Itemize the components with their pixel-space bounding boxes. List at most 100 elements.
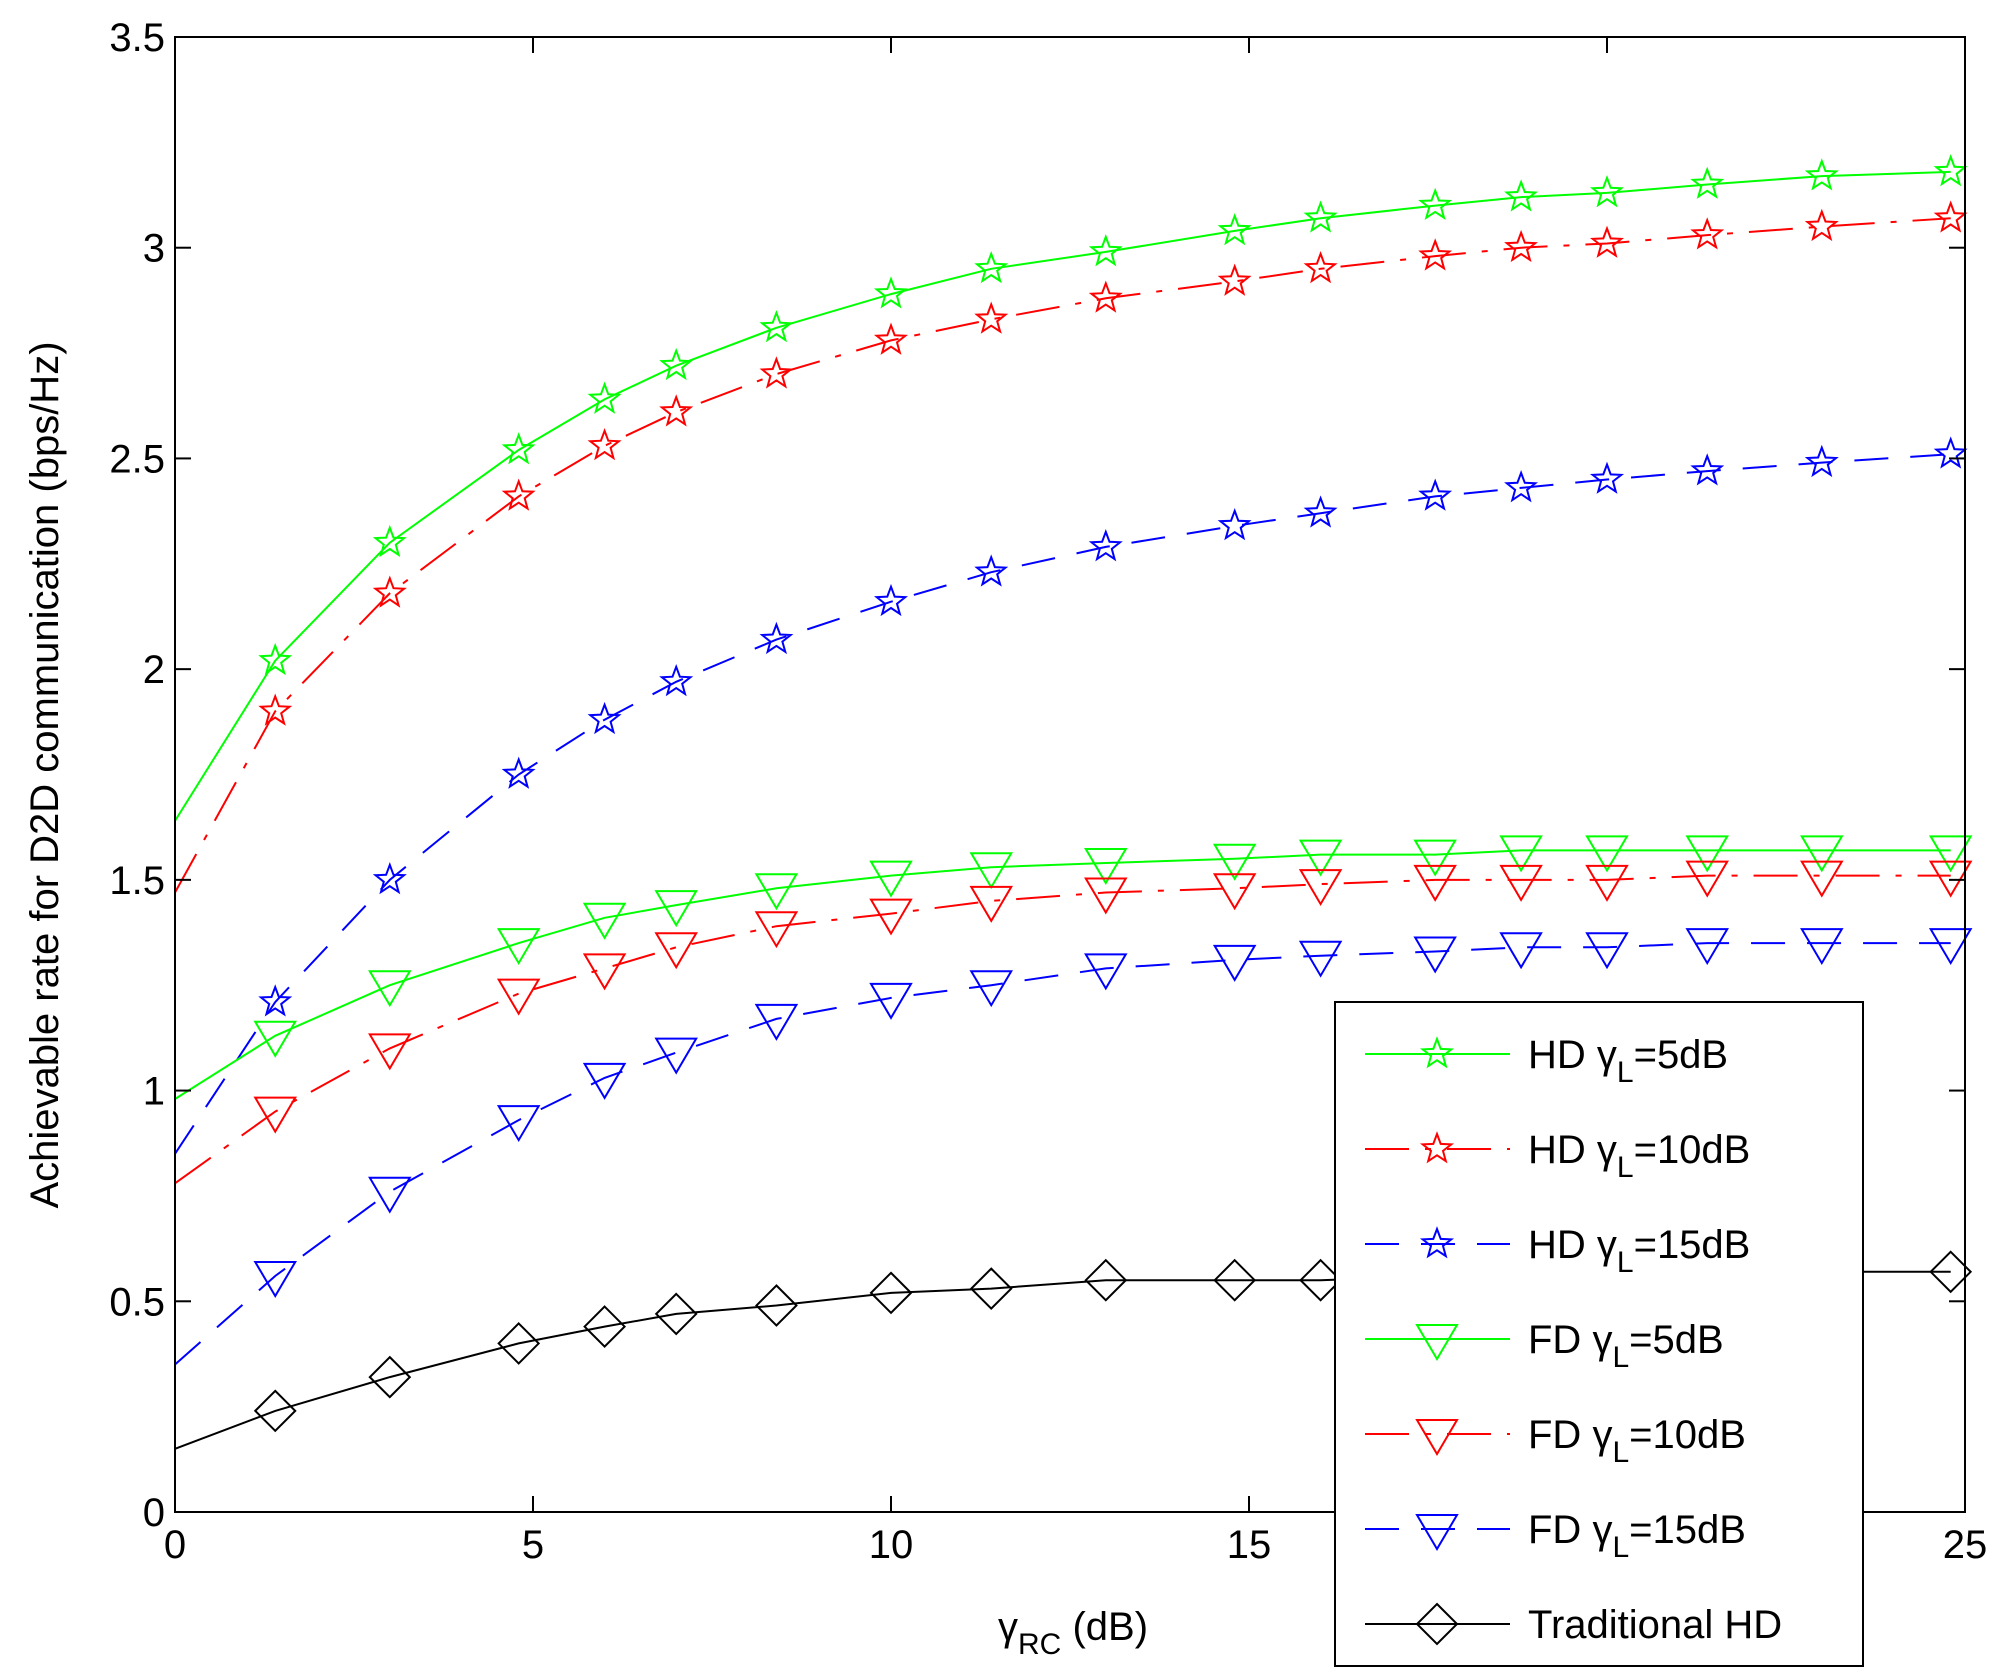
series-4-point: [582, 902, 627, 940]
series-5-point: [1685, 860, 1729, 898]
series-3-point: [974, 554, 1009, 587]
series-1-point: [1303, 200, 1338, 233]
series-1-point: [258, 642, 293, 676]
series-6-point: [253, 1261, 297, 1298]
series-1-point: [1589, 175, 1625, 208]
series-2-point: [1504, 229, 1538, 263]
legend-item: HD γL=5dB: [1365, 1033, 1728, 1089]
series-2-point: [1933, 200, 1968, 233]
series-5: [174, 860, 1973, 1185]
series-4-point: [1413, 839, 1457, 877]
y-tick-label: 0.5: [109, 1280, 165, 1324]
series-5-point: [754, 911, 799, 949]
series-5-point: [1298, 869, 1343, 907]
x-axis-title-unit: (dB): [1061, 1605, 1148, 1649]
series-3-point: [1589, 461, 1625, 494]
y-tick-label: 3.5: [109, 16, 165, 60]
series-1-line: [174, 170, 1951, 822]
series-4-point: [496, 928, 541, 966]
series-4-point: [1212, 843, 1257, 881]
series-2-point: [1303, 250, 1338, 284]
legend-marker: [1415, 1324, 1459, 1361]
series-2-point: [1217, 263, 1252, 296]
legend-label: Traditional HD: [1528, 1603, 1782, 1647]
series-1-point: [1933, 154, 1968, 187]
series-1-point: [501, 432, 536, 465]
series-6-point: [1212, 944, 1257, 982]
series-7-point: [969, 1267, 1013, 1311]
legend-marker: [1419, 1036, 1455, 1069]
series-7-point: [654, 1292, 698, 1336]
series-layer: [174, 154, 1973, 1450]
series-7-point: [497, 1322, 541, 1365]
series-1-point: [1217, 213, 1252, 246]
series-1-point: [1690, 166, 1725, 199]
series-4-point: [1800, 835, 1844, 873]
series-2: [174, 200, 1968, 893]
series-1: [174, 154, 1968, 822]
series-3-point: [1804, 444, 1839, 478]
series-1-point: [1804, 158, 1839, 191]
series-7-point: [1299, 1258, 1343, 1302]
series-5-point: [1212, 873, 1257, 911]
series-6: [174, 928, 1973, 1366]
legend-item: FD γL=5dB: [1365, 1318, 1724, 1374]
series-6-point: [654, 1037, 698, 1075]
series-5-point: [1800, 860, 1844, 898]
series-7-point: [583, 1305, 627, 1348]
series-4-point: [869, 860, 913, 898]
legend-marker: [1415, 1602, 1459, 1646]
x-axis-title: γRC (dB): [998, 1605, 1148, 1661]
series-3-point: [1303, 495, 1338, 528]
series-5-point: [1413, 864, 1457, 902]
x-tick-label: 25: [1943, 1523, 1988, 1567]
series-3-point: [501, 756, 536, 789]
series-6-point: [969, 970, 1013, 1008]
series-4-point: [253, 1020, 297, 1058]
legend-item: HD γL=15dB: [1365, 1223, 1750, 1279]
series-7-point: [1213, 1258, 1257, 1302]
series-6-point: [582, 1062, 627, 1100]
y-tick-label: 2.5: [109, 437, 165, 481]
series-5-point: [969, 885, 1013, 923]
series-3-point: [1690, 453, 1725, 486]
series-1-point: [974, 250, 1009, 284]
series-5-point: [1585, 864, 1629, 902]
series-5-point: [368, 1033, 412, 1071]
series-4-point: [654, 890, 698, 928]
series-4-point: [1685, 835, 1729, 873]
series-3-point: [1418, 478, 1453, 511]
series-3-point: [372, 862, 407, 895]
legend-marker: [1419, 1131, 1455, 1164]
series-1-point: [873, 276, 909, 309]
series-6-point: [1928, 928, 1973, 966]
legend-label: FD γL=15dB: [1528, 1508, 1746, 1564]
series-6-point: [1685, 928, 1729, 966]
y-tick-label: 2: [143, 648, 165, 692]
legend-label: HD γL=5dB: [1528, 1033, 1728, 1089]
series-2-point: [1418, 238, 1453, 271]
series-5-point: [1928, 860, 1973, 898]
series-4-point: [754, 873, 799, 911]
legend-item: FD γL=10dB: [1365, 1413, 1746, 1469]
x-axis-title-subscript: RC: [1018, 1628, 1061, 1661]
series-4-point: [1499, 835, 1543, 873]
series-5-point: [869, 898, 913, 936]
series-6-line: [174, 942, 1951, 1366]
legend: HD γL=5dB HD γL=10dB HD γL=15dB FD γL=5dB FD…: [1334, 1001, 1864, 1667]
legend-marker: [1415, 1419, 1459, 1456]
legend-label: FD γL=5dB: [1528, 1318, 1724, 1374]
series-3-line: [174, 453, 1951, 1155]
series-4-point: [1084, 848, 1128, 885]
series-2-point: [1088, 280, 1123, 313]
series-6-point: [1499, 932, 1543, 970]
series-1-point: [1504, 179, 1538, 212]
legend-item: HD γL=10dB: [1365, 1128, 1750, 1184]
series-2-line: [174, 217, 1951, 893]
series-6-point: [754, 1003, 799, 1041]
series-1-point: [1088, 234, 1123, 267]
series-2-point: [1690, 217, 1725, 250]
x-tick-label: 15: [1227, 1523, 1272, 1567]
y-tick-label: 0: [143, 1491, 165, 1535]
